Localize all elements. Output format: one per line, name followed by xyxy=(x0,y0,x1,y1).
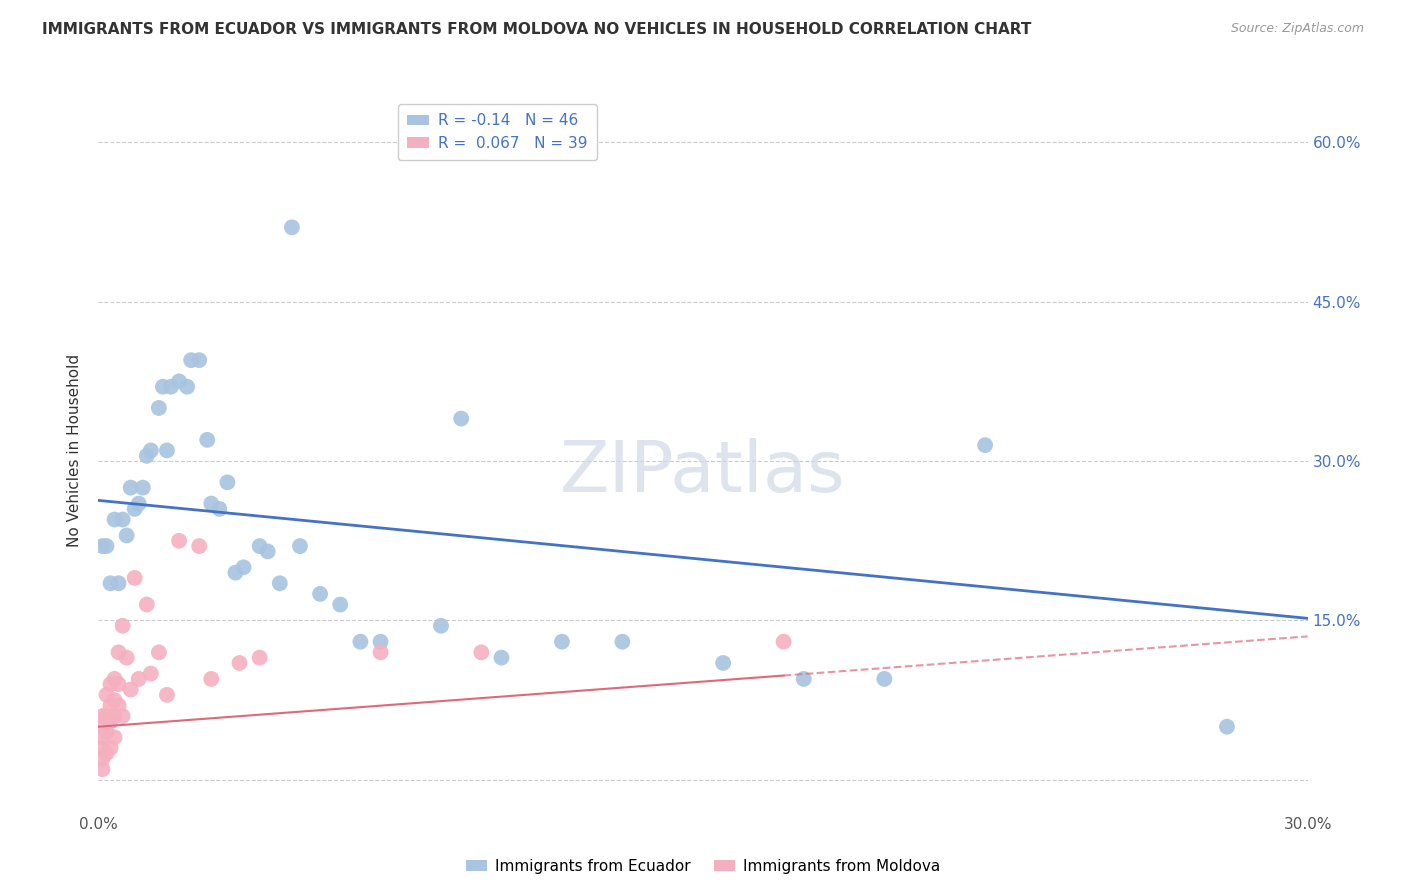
Point xyxy=(309,587,332,601)
Point xyxy=(167,375,190,389)
Point xyxy=(974,438,997,452)
Point xyxy=(148,645,170,659)
Point xyxy=(96,709,118,723)
Point xyxy=(156,688,179,702)
Point xyxy=(470,645,492,659)
Point xyxy=(772,634,794,648)
Point xyxy=(91,751,114,765)
Point xyxy=(96,746,118,760)
Point xyxy=(200,672,222,686)
Point xyxy=(208,502,231,516)
Point xyxy=(91,762,114,776)
Point xyxy=(711,656,734,670)
Point xyxy=(188,353,211,368)
Point xyxy=(91,731,114,745)
Point xyxy=(228,656,250,670)
Point xyxy=(100,576,122,591)
Point xyxy=(551,634,574,648)
Point xyxy=(156,443,179,458)
Point xyxy=(249,650,271,665)
Point xyxy=(103,512,125,526)
Point xyxy=(349,634,371,648)
Point xyxy=(111,619,134,633)
Point xyxy=(128,497,150,511)
Point xyxy=(120,481,142,495)
Point xyxy=(269,576,291,591)
Point xyxy=(124,502,146,516)
Point xyxy=(195,433,218,447)
Point xyxy=(100,677,122,691)
Point xyxy=(107,677,129,691)
Point xyxy=(139,443,162,458)
Point xyxy=(96,688,118,702)
Point xyxy=(100,741,122,756)
Point xyxy=(115,650,138,665)
Point xyxy=(91,709,114,723)
Point xyxy=(111,512,134,526)
Point xyxy=(370,645,392,659)
Point xyxy=(111,709,134,723)
Legend: Immigrants from Ecuador, Immigrants from Moldova: Immigrants from Ecuador, Immigrants from… xyxy=(460,853,946,880)
Point xyxy=(91,741,114,756)
Legend: R = -0.14   N = 46, R =  0.067   N = 39: R = -0.14 N = 46, R = 0.067 N = 39 xyxy=(398,104,596,160)
Point xyxy=(873,672,896,686)
Point xyxy=(96,539,118,553)
Point xyxy=(107,698,129,713)
Text: IMMIGRANTS FROM ECUADOR VS IMMIGRANTS FROM MOLDOVA NO VEHICLES IN HOUSEHOLD CORR: IMMIGRANTS FROM ECUADOR VS IMMIGRANTS FR… xyxy=(42,22,1032,37)
Point xyxy=(217,475,239,490)
Point xyxy=(124,571,146,585)
Point xyxy=(329,598,352,612)
Point xyxy=(180,353,202,368)
Point xyxy=(167,533,190,548)
Y-axis label: No Vehicles in Household: No Vehicles in Household xyxy=(67,354,83,547)
Point xyxy=(107,576,129,591)
Point xyxy=(288,539,311,553)
Text: Source: ZipAtlas.com: Source: ZipAtlas.com xyxy=(1230,22,1364,36)
Point xyxy=(103,672,125,686)
Point xyxy=(135,598,157,612)
Point xyxy=(100,714,122,729)
Point xyxy=(135,449,157,463)
Point xyxy=(107,645,129,659)
Point xyxy=(103,731,125,745)
Point xyxy=(188,539,211,553)
Point xyxy=(91,720,114,734)
Point xyxy=(160,380,183,394)
Point xyxy=(115,528,138,542)
Point xyxy=(176,380,198,394)
Point xyxy=(281,220,304,235)
Point xyxy=(232,560,254,574)
Point xyxy=(256,544,278,558)
Point xyxy=(103,709,125,723)
Text: ZIPatlas: ZIPatlas xyxy=(560,438,846,507)
Point xyxy=(224,566,246,580)
Point xyxy=(120,682,142,697)
Point xyxy=(128,672,150,686)
Point xyxy=(152,380,174,394)
Point xyxy=(96,725,118,739)
Point xyxy=(793,672,815,686)
Point xyxy=(450,411,472,425)
Point xyxy=(100,698,122,713)
Point xyxy=(1216,720,1239,734)
Point xyxy=(249,539,271,553)
Point xyxy=(91,539,114,553)
Point xyxy=(612,634,634,648)
Point xyxy=(139,666,162,681)
Point xyxy=(148,401,170,415)
Point xyxy=(200,497,222,511)
Point xyxy=(103,693,125,707)
Point xyxy=(370,634,392,648)
Point xyxy=(430,619,453,633)
Point xyxy=(132,481,155,495)
Point xyxy=(491,650,513,665)
